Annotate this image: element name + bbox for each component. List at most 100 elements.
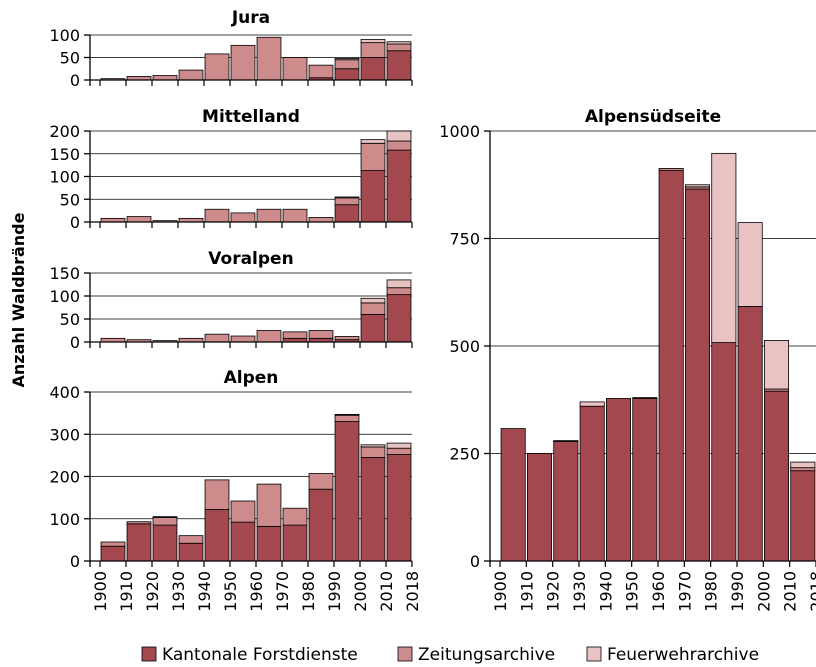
bar-zeitungsarchive-1960s [256, 36, 282, 81]
y-tick-label: 100 [49, 287, 80, 306]
bar-zeitungsarchive-1970s [282, 208, 308, 223]
x-tick-label: 1960 [649, 571, 668, 612]
y-tick-label: 150 [49, 264, 80, 283]
y-tick-label: 200 [49, 122, 80, 141]
x-tick-label: 1970 [273, 571, 292, 612]
legend: Kantonale Forstdienste Zeitungsarchive Feu… [141, 645, 759, 665]
bar-zeitungsarchive-1980s [308, 217, 334, 223]
bar-feuerwehrarchive-2000s [360, 297, 386, 304]
y-tick-label: 100 [49, 168, 80, 187]
bar-kantonale-forstdienste-1990s [334, 204, 360, 223]
bar-kantonale-forstdienste-1940s [605, 398, 632, 562]
y-tick-label: 250 [449, 445, 480, 464]
panel-jura: Jura 0 50 100 [49, 8, 413, 90]
x-tick-label: 1970 [675, 571, 694, 612]
y-tick-label: 0 [470, 552, 480, 571]
bar-zeitungsarchive-2010s [386, 140, 412, 151]
bar-feuerwehrarchive-1990s [334, 58, 360, 61]
y-tick-label: 0 [70, 71, 80, 90]
panels: Jura 0 50 100 Mittelland 0 50 100 150 200 Voralpen… [49, 8, 816, 612]
bar-zeitungsarchive-1910s [126, 216, 152, 223]
bar-zeitungsarchive-2010s [386, 43, 412, 52]
bar-kantonale-forstdienste-1930s [178, 542, 204, 562]
bar-zeitungsarchive-2000s [360, 42, 386, 58]
bar-zeitungsarchive-1910s [126, 521, 152, 525]
bar-feuerwehrarchive-2000s [360, 139, 386, 144]
bar-kantonale-forstdienste-2000s [360, 313, 386, 343]
bar-feuerwehrarchive-2010s [386, 442, 412, 449]
bar-feuerwehrarchive-1920s [152, 516, 178, 518]
panel-title: Jura [231, 8, 270, 28]
bar-feuerwehrarchive-1990s [737, 222, 763, 307]
panel-alpen: Alpen 0 100 200 300 400 1900 1910 1920 1930 1940 19… [49, 368, 422, 612]
bar-zeitungsarchive-2010s [386, 447, 412, 455]
panel-mittelland: Mittelland 0 50 100 150 200 [49, 107, 413, 232]
bar-zeitungsarchive-1950s [230, 335, 256, 343]
x-tick-label: 1940 [195, 571, 214, 612]
bar-kantonale-forstdienste-1900s [100, 545, 126, 562]
bar-kantonale-forstdienste-1950s [230, 521, 256, 562]
bar-zeitungsarchive-2000s [360, 302, 386, 315]
bar-feuerwehrarchive-2010s [386, 41, 412, 45]
bar-zeitungsarchive-1990s [334, 197, 360, 206]
bar-kantonale-forstdienste-1970s [684, 188, 711, 562]
bar-zeitungsarchive-1920s [152, 517, 178, 526]
y-tick-label: 100 [49, 510, 80, 529]
y-tick-label: 0 [70, 333, 80, 352]
bar-kantonale-forstdienste-1920s [152, 524, 178, 562]
y-tick-label: 50 [60, 310, 80, 329]
panel-title: Alpen [224, 368, 279, 388]
y-tick-label: 50 [60, 49, 80, 68]
bar-zeitungsarchive-1920s [553, 440, 579, 442]
bar-zeitungsarchive-1950s [230, 212, 256, 223]
bar-zeitungsarchive-1930s [178, 69, 204, 81]
bar-zeitungsarchive-1940s [204, 208, 230, 223]
x-tick-label: 1950 [221, 571, 240, 612]
x-tick-label: 2018 [403, 571, 422, 612]
x-tick-label: 1940 [596, 571, 615, 612]
bar-kantonale-forstdienste-1920s [553, 441, 579, 562]
y-tick-label: 400 [49, 383, 80, 402]
bar-zeitungsarchive-1950s [230, 500, 256, 523]
bar-zeitungsarchive-1940s [204, 53, 230, 81]
bar-kantonale-forstdienste-2010s [386, 50, 412, 81]
bar-feuerwehrarchive-1980s [711, 152, 737, 343]
bar-zeitungsarchive-1970s [282, 331, 308, 339]
x-tick-label: 1920 [544, 571, 563, 612]
bar-zeitungsarchive-1940s [204, 479, 230, 510]
bar-zeitungsarchive-1990s [334, 336, 360, 341]
bar-zeitungsarchive-1960s [256, 208, 282, 223]
x-tick-label: 2010 [377, 571, 396, 612]
bar-zeitungsarchive-1960s [658, 168, 684, 171]
y-tick-label: 1000 [439, 122, 480, 141]
y-axis-label: Anzahl Waldbrände [9, 212, 28, 387]
bar-zeitungsarchive-1920s [152, 75, 178, 81]
panel-title: Mittelland [202, 107, 300, 127]
panel-voralpen: Voralpen 0 50 100 150 [49, 249, 413, 352]
bar-zeitungsarchive-1980s [308, 473, 334, 490]
legend-label-zeitungsarchive: Zeitungsarchive [418, 645, 555, 665]
x-tick-label: 1990 [728, 571, 747, 612]
bar-feuerwehrarchive-1970s [684, 184, 711, 188]
bar-zeitungsarchive-1990s [334, 414, 360, 422]
bar-kantonale-forstdienste-1960s [658, 170, 684, 562]
legend-swatch-feuerwehrarchive [586, 646, 602, 662]
bar-kantonale-forstdienste-2010s [386, 149, 412, 223]
x-tick-label: 2018 [807, 571, 816, 612]
bar-feuerwehrarchive-2010s [386, 130, 412, 142]
legend-label-kantonale-forstdienste: Kantonale Forstdienste [162, 645, 358, 665]
bar-kantonale-forstdienste-2010s [386, 454, 412, 562]
bar-kantonale-forstdienste-2000s [360, 57, 386, 81]
bar-kantonale-forstdienste-1970s [282, 524, 308, 562]
bar-kantonale-forstdienste-1990s [334, 421, 360, 562]
bar-zeitungsarchive-1970s [282, 57, 308, 81]
legend-swatch-kantonale-forstdienste [141, 646, 157, 662]
bar-kantonale-forstdienste-2010s [790, 470, 816, 562]
bar-kantonale-forstdienste-1940s [204, 509, 230, 562]
bar-zeitungsarchive-2010s [386, 287, 412, 296]
panel-title: Alpensüdseite [585, 107, 721, 127]
bar-feuerwehrarchive-1930s [579, 401, 605, 407]
bar-kantonale-forstdienste-1990s [334, 68, 360, 81]
bar-zeitungsarchive-2010s [790, 467, 816, 472]
bar-zeitungsarchive-1950s [632, 397, 658, 399]
